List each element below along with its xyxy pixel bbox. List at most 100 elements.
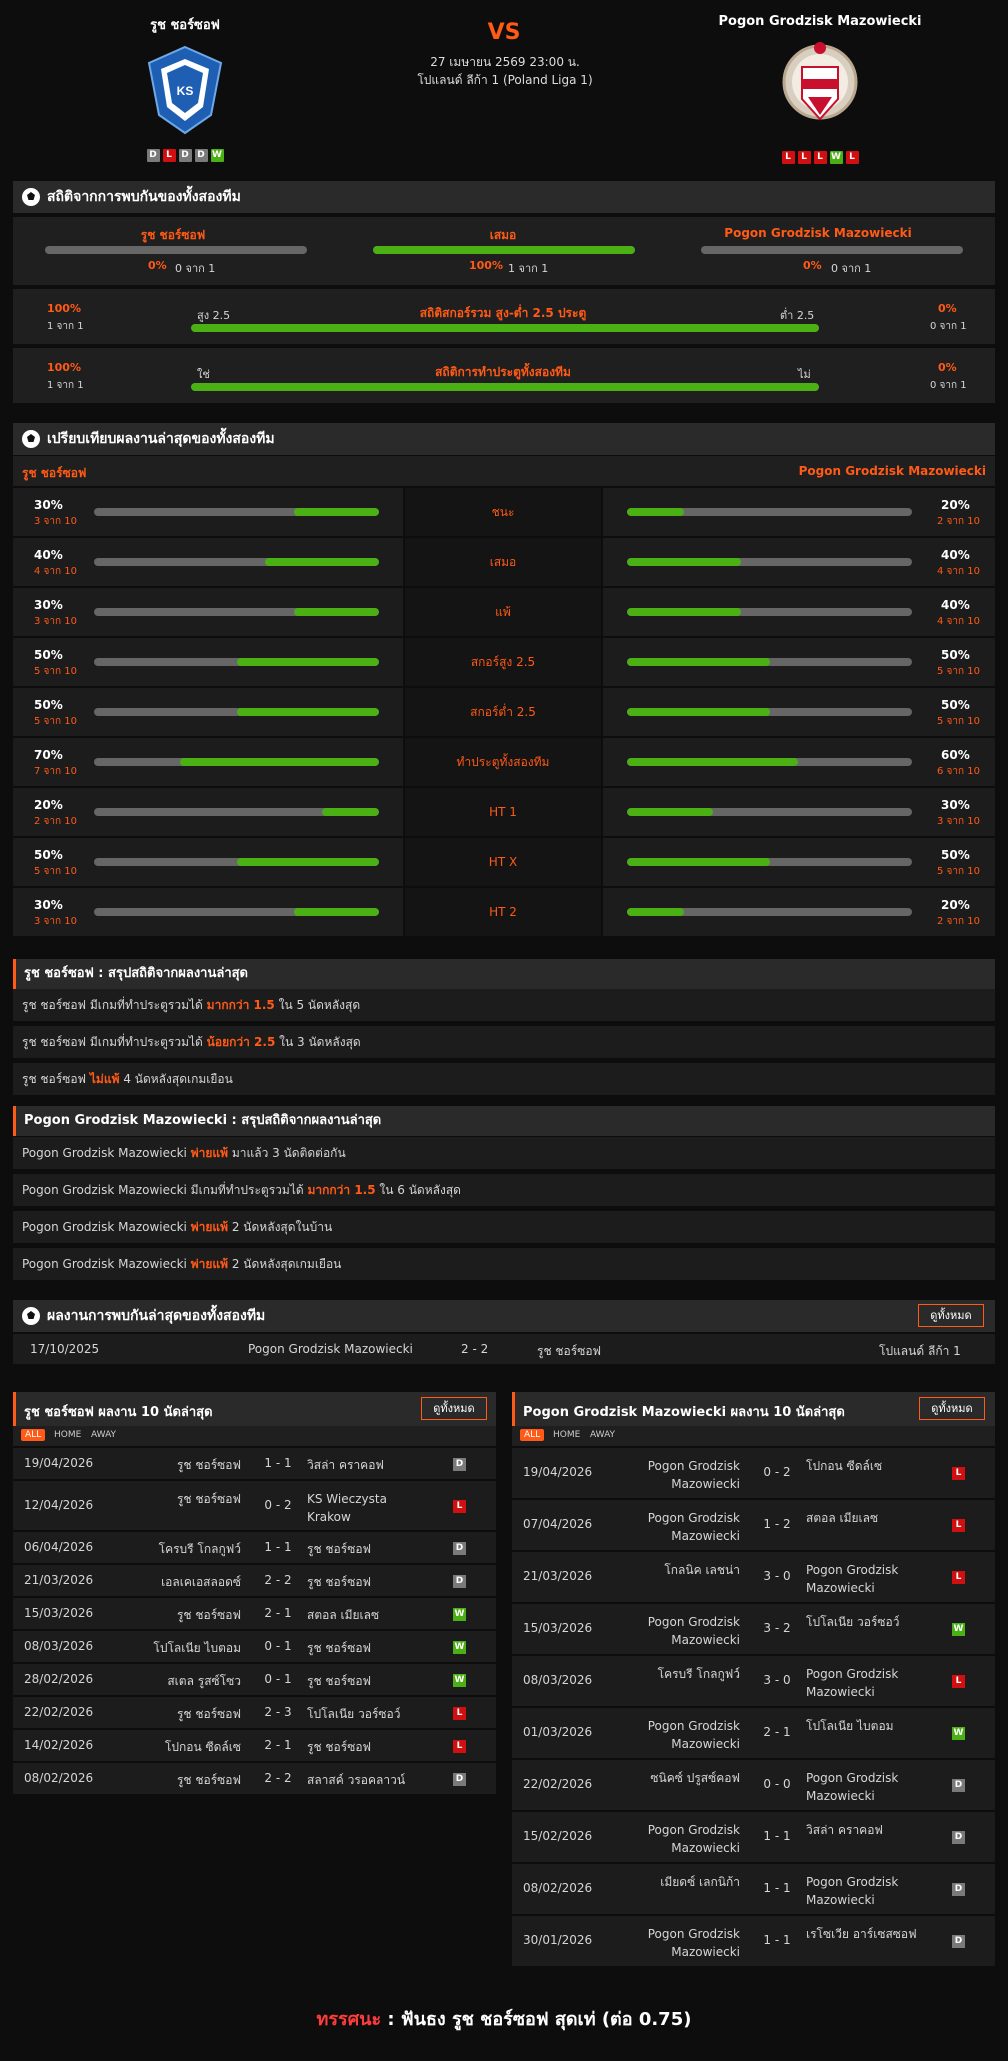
match-row[interactable]: 22/02/2026 รูช ชอร์ซอฟ 2 - 3 โปโลเนีย วอร์ซ… — [13, 1697, 496, 1728]
compare-left-bar — [94, 508, 379, 516]
summary-detail: ใน 6 นัดหลังสุด — [379, 1183, 461, 1197]
match-row[interactable]: 06/04/2026 โครบรี โกลกูฟว์ 1 - 1 รูช ชอร์ซอ… — [13, 1532, 496, 1563]
match-row[interactable]: 15/03/2026 Pogon Grodzisk Mazowiecki 3 - 2… — [512, 1604, 995, 1654]
last10-home-view-all-button[interactable]: ดูทั้งหมด — [421, 1397, 487, 1420]
compare-away-label: Pogon Grodzisk Mazowiecki — [798, 464, 986, 478]
compare-left-sub: 3 จาก 10 — [34, 516, 77, 527]
compare-row: 50% 5 จาก 10 สกอร์ต่ำ 2.5 50% 5 จาก 10 — [13, 688, 995, 736]
match-home: เมียดซ์ เลกนิก้า — [660, 1875, 740, 1889]
ou-over-label: สูง 2.5 — [197, 309, 231, 322]
h2h-match-home: Pogon Grodzisk Mazowiecki — [248, 1342, 413, 1356]
tab-away[interactable]: AWAY — [590, 1430, 616, 1440]
compare-left-pct: 30% — [34, 598, 63, 612]
form-badge: D — [146, 149, 160, 162]
compare-left: 30% 3 จาก 10 — [13, 888, 403, 936]
match-date: 28/02/2026 — [24, 1671, 94, 1686]
match-row[interactable]: 19/04/2026 รูช ชอร์ซอฟ 1 - 1 วิสล่า คราคอฟ D — [13, 1448, 496, 1479]
match-row[interactable]: 21/03/2026 โกลนิค เลชน่า 3 - 0 Pogon Grodzi… — [512, 1552, 995, 1602]
last10-away-view-all-button[interactable]: ดูทั้งหมด — [919, 1397, 985, 1420]
ou-under-label: ต่ำ 2.5 — [780, 309, 815, 322]
result-badge: D — [952, 1831, 965, 1844]
prediction-label: ทรรศนะ — [316, 2009, 382, 2030]
result-badge: D — [453, 1772, 466, 1786]
h2h-match-away: รูช ชอร์ซอฟ — [537, 1344, 602, 1358]
tab-away[interactable]: AWAY — [91, 1430, 117, 1440]
h2h-home-pct: 0% — [148, 259, 167, 272]
compare-right: 20% 2 จาก 10 — [603, 488, 995, 536]
match-score: 1 - 1 — [264, 1455, 292, 1470]
away-team-name: Pogon Grodzisk Mazowiecki — [718, 14, 922, 29]
svg-text:KS: KS — [177, 84, 194, 98]
match-score: 0 - 0 — [763, 1777, 791, 1791]
match-row[interactable]: 08/02/2026 รูช ชอร์ซอฟ 2 - 2 สลาสค์ วรอคลาว… — [13, 1763, 496, 1794]
compare-right: 30% 3 จาก 10 — [603, 788, 995, 836]
h2h-home-bar — [45, 246, 307, 254]
h2h-match-league: โปแลนด์ ลีก้า 1 — [879, 1344, 961, 1358]
form-badge: L — [813, 151, 827, 164]
result-badge: D — [952, 1779, 965, 1792]
last10-away-panel: Pogon Grodzisk Mazowiecki ผลงาน 10 นัดล่… — [512, 1392, 995, 1426]
compare-left-pct: 30% — [34, 498, 63, 512]
match-row[interactable]: 14/02/2026 โปกอน ซีดล์เซ 2 - 1 รูช ชอร์ซอฟ L — [13, 1730, 496, 1761]
h2h-view-all-button[interactable]: ดูทั้งหมด — [918, 1304, 984, 1327]
match-away: รูช ชอร์ซอฟ — [307, 1673, 372, 1688]
compare-right: 20% 2 จาก 10 — [603, 888, 995, 936]
summary-highlight: พ่ายแพ้ — [190, 1146, 229, 1160]
btts-bar — [191, 383, 819, 391]
match-date: 14/02/2026 — [24, 1737, 94, 1752]
summary-subject: รูช ชอร์ซอฟ มีเกมที่ทำประตูรวมได้ — [22, 1035, 203, 1049]
match-away: รูช ชอร์ซอฟ — [307, 1739, 372, 1754]
match-score: 2 - 1 — [264, 1737, 292, 1752]
match-score: 0 - 1 — [264, 1638, 292, 1653]
compare-team-labels: รูช ชอร์ซอฟ Pogon Grodzisk Mazowiecki — [13, 456, 995, 486]
match-row[interactable]: 30/01/2026 Pogon Grodzisk Mazowiecki 1 - 1… — [512, 1916, 995, 1966]
h2h-away-sub: 0 จาก 1 — [831, 262, 872, 275]
tab-home[interactable]: HOME — [553, 1430, 581, 1440]
compare-right-bar-fill — [627, 708, 770, 716]
btts-right-pct: 0% — [938, 361, 957, 374]
match-row[interactable]: 15/02/2026 Pogon Grodzisk Mazowiecki 1 - 1… — [512, 1812, 995, 1862]
match-row[interactable]: 08/03/2026 โครบรี โกลกูฟว์ 3 - 0 Pogon Grod… — [512, 1656, 995, 1706]
h2h-draw-pct: 100% — [469, 259, 503, 272]
match-row[interactable]: 01/03/2026 Pogon Grodzisk Mazowiecki 2 - 1… — [512, 1708, 995, 1758]
match-row[interactable]: 22/02/2026 ซนิคซ์ ปรูสซ์คอฟ 0 - 0 Pogon Gro… — [512, 1760, 995, 1810]
summary-subject: รูช ชอร์ซอฟ มีเกมที่ทำประตูรวมได้ — [22, 998, 203, 1012]
match-league: โปแลนด์ ลีก้า 1 (Poland Liga 1) — [417, 73, 593, 87]
match-row[interactable]: 28/02/2026 สเตล รูสซ์โซว 0 - 1 รูช ชอร์ซอฟ W — [13, 1664, 496, 1695]
h2h-btts-panel: 100% 1 จาก 1 ใช่ สถิติการทำประตูทั้งสองท… — [13, 348, 995, 403]
match-row[interactable]: 21/03/2026 เอลเคเอสลอดซ์ 2 - 2 รูช ชอร์ซอฟ D — [13, 1565, 496, 1596]
compare-right: 50% 5 จาก 10 — [603, 838, 995, 886]
h2h-match-row[interactable]: 17/10/2025 Pogon Grodzisk Mazowiecki 2 -… — [13, 1334, 995, 1364]
match-row[interactable]: 07/04/2026 Pogon Grodzisk Mazowiecki 1 - 2… — [512, 1500, 995, 1550]
summary-subject: Pogon Grodzisk Mazowiecki — [22, 1220, 187, 1234]
match-score: 2 - 2 — [264, 1770, 292, 1785]
match-row[interactable]: 12/04/2026 รูช ชอร์ซอฟ 0 - 2 KS Wieczysta K… — [13, 1481, 496, 1530]
summary-highlight: พ่ายแพ้ — [190, 1220, 229, 1234]
summary-away-title: Pogon Grodzisk Mazowiecki : สรุปสถิติจาก… — [13, 1106, 995, 1136]
tab-all[interactable]: ALL — [520, 1429, 545, 1441]
match-date: 15/02/2026 — [523, 1829, 593, 1843]
match-away: รูช ชอร์ซอฟ — [307, 1541, 372, 1556]
compare-label: ชนะ — [405, 488, 601, 536]
match-row[interactable]: 08/02/2026 เมียดซ์ เลกนิก้า 1 - 1 Pogon Gro… — [512, 1864, 995, 1914]
tab-all[interactable]: ALL — [21, 1429, 46, 1441]
match-date: 27 เมษายน 2569 23:00 น. — [430, 55, 580, 69]
ou-left-pct: 100% — [47, 302, 81, 315]
result-badge: L — [453, 1706, 466, 1720]
compare-label: HT X — [405, 838, 601, 886]
compare-left-bar — [94, 808, 379, 816]
h2h-home-sub: 0 จาก 1 — [175, 262, 216, 275]
compare-row: 30% 3 จาก 10 ชนะ 20% 2 จาก 10 — [13, 488, 995, 536]
match-row[interactable]: 19/04/2026 Pogon Grodzisk Mazowiecki 0 - 2… — [512, 1448, 995, 1498]
result-badge: D — [453, 1457, 466, 1471]
h2h-draw-sub: 1 จาก 1 — [508, 262, 549, 275]
match-away: Pogon Grodzisk Mazowiecki — [806, 1771, 899, 1803]
match-home: รูช ชอร์ซอฟ — [176, 1772, 241, 1787]
tab-home[interactable]: HOME — [54, 1430, 82, 1440]
compare-left-bar-fill — [236, 858, 379, 866]
btts-title: สถิติการทำประตูทั้งสองทีม — [435, 365, 571, 379]
match-row[interactable]: 08/03/2026 โปโลเนีย ไบตอม 0 - 1 รูช ชอร์ซอฟ… — [13, 1631, 496, 1662]
match-row[interactable]: 15/03/2026 รูช ชอร์ซอฟ 2 - 1 สตอล เมียเลซ W — [13, 1598, 496, 1629]
h2h-away-label: Pogon Grodzisk Mazowiecki — [724, 226, 912, 240]
